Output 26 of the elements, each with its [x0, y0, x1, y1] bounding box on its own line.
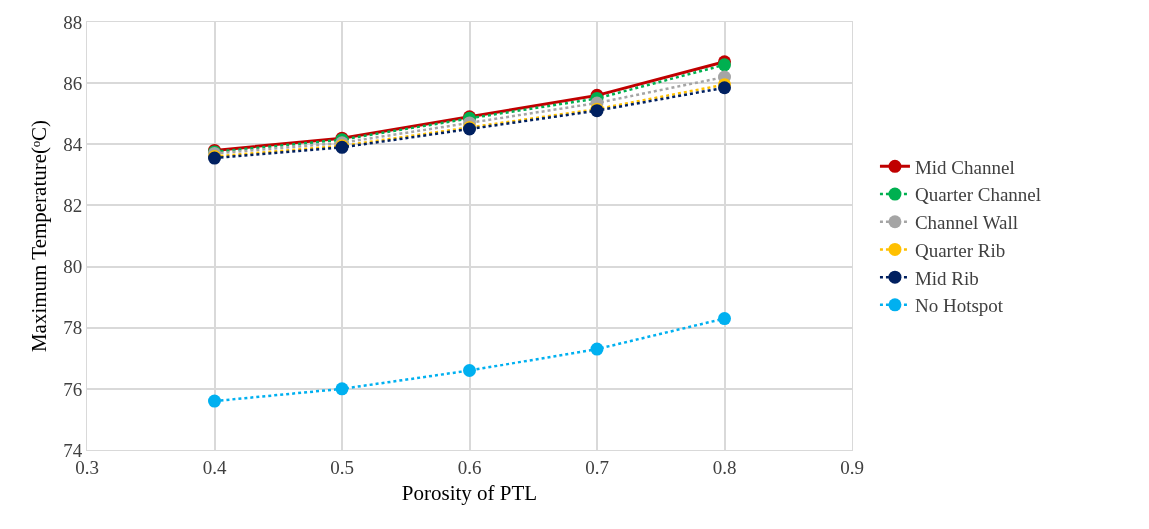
y-tick-label: 86 — [63, 72, 83, 94]
point — [718, 312, 731, 326]
legend-label: Channel Wall — [914, 212, 1019, 234]
legend-label: Quarter Channel — [914, 184, 1042, 206]
point — [335, 382, 349, 396]
x-tick-label: 0.8 — [712, 456, 737, 478]
x-tick-label: 0.5 — [330, 456, 354, 478]
x-tick-label: 0.4 — [202, 456, 227, 478]
x-tick-label: 0.9 — [840, 456, 864, 478]
y-tick-label: 88 — [63, 11, 83, 33]
y-tick-label: 80 — [63, 256, 83, 278]
point — [590, 342, 604, 356]
legend-label: Mid Rib — [914, 267, 979, 289]
y-tick-label: 84 — [63, 133, 83, 155]
y-axis-title: Maximum Temperature(ᵒC) — [27, 119, 52, 353]
y-tick-label: 82 — [63, 195, 83, 217]
x-tick-label: 0.7 — [585, 456, 609, 478]
y-tick-label: 78 — [63, 317, 83, 339]
legend-label: No Hotspot — [914, 295, 1004, 317]
y-tick-label: 76 — [63, 378, 83, 400]
x-tick-label: 0.6 — [457, 456, 482, 478]
legend-label: Quarter Rib — [914, 239, 1006, 261]
point — [463, 364, 476, 377]
x-axis-title: Porosity of PTL — [401, 481, 538, 505]
legend-label: Mid Channel — [914, 156, 1015, 178]
point — [208, 394, 221, 408]
